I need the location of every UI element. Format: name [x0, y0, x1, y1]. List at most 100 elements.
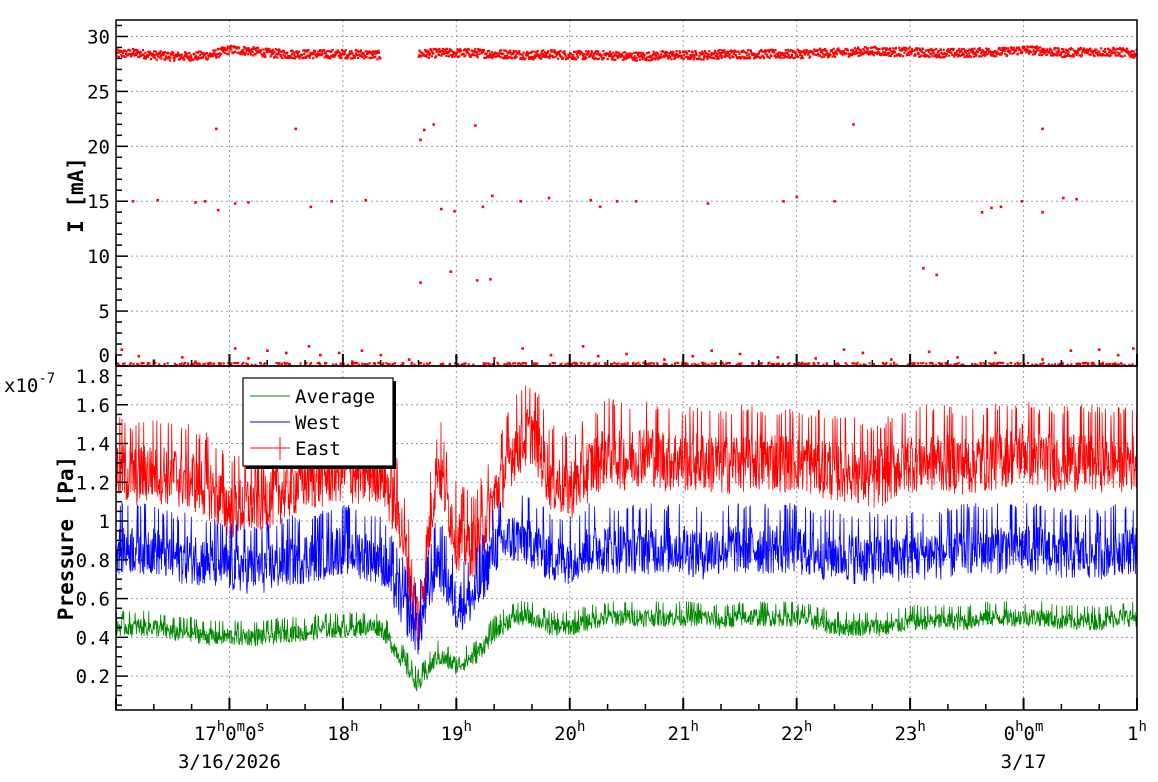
current-point	[1004, 52, 1007, 56]
current-outlier-point	[782, 200, 785, 203]
current-point-baseline	[361, 362, 364, 365]
current-point	[976, 50, 979, 53]
tick-value: 18	[327, 723, 350, 745]
current-point	[1115, 54, 1118, 57]
current-point	[1112, 47, 1116, 51]
current-point	[241, 49, 244, 52]
current-point	[799, 57, 803, 60]
current-point	[359, 49, 363, 52]
current-point	[422, 53, 425, 56]
current-point	[703, 50, 707, 53]
current-point-baseline	[1053, 363, 1056, 366]
current-point	[898, 49, 901, 52]
current-point	[668, 55, 672, 59]
current-point	[946, 50, 950, 53]
current-point	[165, 55, 168, 58]
current-point	[797, 55, 800, 59]
current-point	[691, 53, 694, 57]
current-point	[971, 50, 975, 53]
current-point	[509, 56, 512, 59]
current-point	[883, 53, 886, 56]
current-point	[135, 53, 138, 57]
current-point	[500, 49, 503, 52]
current-outlier-point	[475, 279, 479, 282]
current-point-baseline	[851, 362, 854, 365]
pressure-frame	[115, 365, 1138, 711]
current-point	[435, 50, 438, 53]
current-point	[509, 49, 512, 52]
x-tick-label: 20h	[554, 719, 585, 745]
current-point	[444, 49, 447, 53]
current-outlier-point	[360, 349, 364, 353]
current-point	[796, 48, 799, 51]
current-point	[455, 51, 459, 54]
current-point	[151, 53, 154, 57]
current-point	[290, 53, 294, 56]
current-point-baseline	[895, 363, 898, 366]
current-point	[164, 58, 167, 61]
current-point	[325, 53, 328, 56]
current-outlier-point	[549, 353, 553, 357]
current-point	[217, 47, 220, 50]
current-point-baseline	[259, 361, 262, 365]
current-point	[685, 51, 688, 54]
current-point	[993, 55, 996, 58]
pressure-y-tick-label: 1.8	[76, 366, 110, 388]
current-point	[532, 55, 536, 59]
current-point	[493, 51, 496, 54]
current-point	[702, 58, 705, 61]
current-outlier-point	[993, 351, 997, 355]
current-point	[551, 54, 554, 57]
current-point	[264, 55, 267, 58]
current-point	[184, 55, 188, 58]
current-point	[825, 49, 828, 52]
current-outlier-point	[180, 356, 184, 359]
tick-value: 0	[1004, 723, 1015, 745]
current-point-baseline	[1084, 361, 1087, 364]
current-outlier-point	[615, 200, 619, 203]
current-point	[550, 49, 554, 52]
current-point	[242, 48, 245, 51]
current-point	[620, 52, 623, 55]
current-point	[807, 52, 810, 55]
current-point	[641, 58, 644, 61]
current-point	[625, 57, 628, 61]
current-point-baseline	[1001, 361, 1005, 365]
current-point-baseline	[1061, 363, 1064, 366]
current-point	[553, 50, 556, 53]
current-outlier-point	[481, 205, 485, 209]
current-point-baseline	[580, 362, 583, 365]
current-point	[816, 52, 820, 55]
current-point	[857, 54, 860, 58]
current-outlier-point	[440, 207, 443, 211]
current-point-baseline	[728, 362, 731, 365]
current-point	[340, 57, 343, 60]
current-point-baseline	[710, 362, 713, 365]
current-point	[476, 56, 479, 59]
current-point	[798, 51, 801, 54]
current-point	[473, 51, 476, 54]
current-outlier-point	[596, 354, 600, 358]
current-point	[559, 49, 562, 53]
current-point	[291, 56, 294, 60]
current-point	[908, 53, 911, 56]
current-point	[448, 50, 451, 53]
current-point	[1067, 51, 1070, 54]
current-point	[194, 57, 197, 60]
current-point-baseline	[941, 362, 944, 365]
current-point-baseline	[418, 361, 421, 365]
current-point	[717, 49, 720, 53]
current-point	[225, 48, 228, 52]
current-point	[851, 49, 855, 53]
current-point	[774, 49, 777, 52]
tick-value: 0	[245, 723, 256, 745]
current-point	[430, 49, 433, 52]
current-point	[476, 54, 479, 57]
current-point-baseline	[173, 362, 177, 365]
current-point	[987, 47, 990, 51]
tick-value: 1	[1127, 723, 1138, 745]
current-point	[773, 54, 777, 57]
current-point	[343, 50, 346, 54]
current-point	[763, 50, 766, 53]
current-point-baseline	[944, 361, 948, 365]
